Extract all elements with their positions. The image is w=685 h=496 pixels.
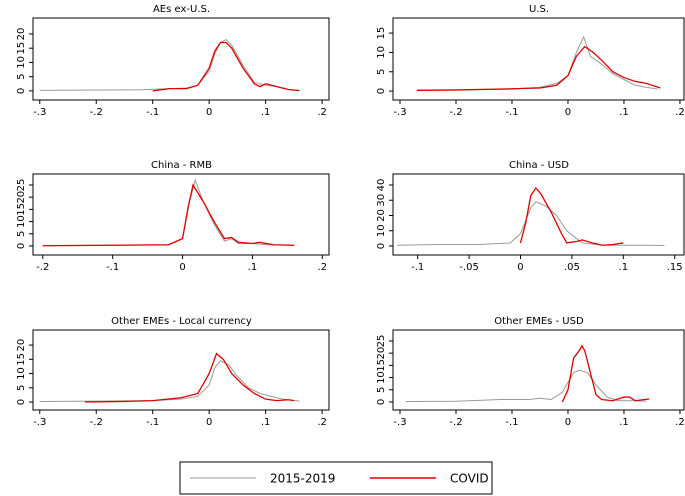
y-tick-label: 5 bbox=[16, 73, 27, 79]
panel-title: Other EMEs - USD bbox=[494, 316, 584, 327]
y-tick-label: 20 bbox=[376, 209, 387, 222]
x-tick-label: -.2 bbox=[90, 107, 103, 118]
x-tick-label: 0 bbox=[565, 107, 571, 118]
y-tick-label: 25 bbox=[16, 179, 27, 192]
x-tick-label: 0 bbox=[179, 262, 185, 273]
panel-title: AEs ex-U.S. bbox=[153, 4, 210, 15]
x-tick-label: .1 bbox=[261, 107, 271, 118]
y-tick-label: 20 bbox=[16, 191, 27, 204]
y-tick-label: 25 bbox=[376, 335, 387, 348]
density-line bbox=[152, 41, 300, 92]
y-tick-label: 10 bbox=[376, 371, 387, 384]
x-tick-label: -.1 bbox=[106, 262, 119, 273]
plot-frame bbox=[32, 173, 330, 256]
x-tick-label: -.3 bbox=[33, 417, 46, 428]
x-tick-label: .2 bbox=[675, 417, 685, 428]
y-tick-label: 0 bbox=[16, 399, 27, 405]
x-tick-label: -.3 bbox=[393, 417, 406, 428]
y-tick-label: 15 bbox=[16, 353, 27, 366]
x-tick-label: .1 bbox=[619, 417, 629, 428]
x-tick-label: .2 bbox=[317, 417, 327, 428]
y-tick-label: 40 bbox=[376, 179, 387, 192]
legend-label: 2015-2019 bbox=[270, 472, 335, 486]
y-tick-label: 5 bbox=[16, 385, 27, 391]
plot-frame bbox=[392, 329, 685, 411]
panel-title: U.S. bbox=[529, 4, 549, 15]
y-tick-label: 15 bbox=[16, 203, 27, 216]
density-line bbox=[416, 45, 661, 91]
y-tick-label: 10 bbox=[16, 367, 27, 380]
x-tick-label: .2 bbox=[317, 107, 327, 118]
x-tick-label: -.1 bbox=[505, 417, 518, 428]
plot-frame bbox=[392, 17, 685, 101]
y-tick-label: 30 bbox=[376, 194, 387, 207]
plot-frame bbox=[32, 17, 330, 101]
y-tick-label: 15 bbox=[376, 27, 387, 40]
density-line bbox=[405, 369, 647, 402]
panel-title: China - RMB bbox=[151, 160, 212, 171]
x-tick-label: 0 bbox=[517, 262, 523, 273]
y-tick-label: 10 bbox=[376, 224, 387, 237]
y-tick-label: 5 bbox=[16, 231, 27, 237]
x-tick-label: -.1 bbox=[505, 107, 518, 118]
density-line bbox=[84, 352, 294, 403]
x-tick-label: -.1 bbox=[146, 417, 159, 428]
y-tick-label: 20 bbox=[376, 347, 387, 360]
x-tick-label: 0 bbox=[206, 417, 212, 428]
x-tick-label: .1 bbox=[261, 417, 271, 428]
density-line bbox=[42, 183, 295, 247]
x-tick-label: -.1 bbox=[411, 262, 424, 273]
y-tick-label: 10 bbox=[16, 56, 27, 69]
plot-frame bbox=[32, 329, 330, 411]
y-tick-label: 15 bbox=[16, 42, 27, 55]
y-tick-label: 20 bbox=[16, 28, 27, 41]
x-tick-label: .1 bbox=[619, 107, 629, 118]
plot-frame bbox=[392, 173, 685, 256]
panel-title: Other EMEs - Local currency bbox=[111, 316, 252, 327]
x-tick-label: .2 bbox=[318, 262, 328, 273]
x-tick-label: -.2 bbox=[36, 262, 49, 273]
x-tick-label: .1 bbox=[619, 262, 629, 273]
x-tick-label: -.2 bbox=[449, 417, 462, 428]
x-tick-label: -.1 bbox=[146, 107, 159, 118]
x-tick-label: .1 bbox=[248, 262, 258, 273]
density-line bbox=[39, 39, 300, 91]
y-tick-label: 0 bbox=[376, 243, 387, 249]
y-tick-label: 10 bbox=[376, 46, 387, 59]
x-tick-label: 0 bbox=[206, 107, 212, 118]
x-tick-label: -.05 bbox=[459, 262, 479, 273]
x-tick-label: -.3 bbox=[393, 107, 406, 118]
legend-label: COVID bbox=[450, 472, 489, 486]
y-tick-label: 10 bbox=[16, 215, 27, 228]
y-tick-label: 15 bbox=[376, 359, 387, 372]
density-line bbox=[561, 344, 650, 403]
y-tick-label: 5 bbox=[376, 69, 387, 75]
density-line bbox=[519, 186, 624, 246]
y-tick-label: 0 bbox=[376, 399, 387, 405]
density-line bbox=[397, 201, 665, 247]
x-tick-label: .2 bbox=[675, 107, 685, 118]
x-tick-label: .15 bbox=[667, 262, 683, 273]
y-tick-label: 5 bbox=[376, 387, 387, 393]
x-tick-label: -.2 bbox=[449, 107, 462, 118]
x-tick-label: 0 bbox=[565, 417, 571, 428]
density-line bbox=[416, 35, 658, 91]
y-tick-label: 0 bbox=[16, 243, 27, 249]
x-tick-label: .05 bbox=[564, 262, 580, 273]
x-tick-label: -.3 bbox=[33, 107, 46, 118]
density-line bbox=[39, 360, 300, 402]
panel-title: China - USD bbox=[509, 160, 569, 171]
y-tick-label: 0 bbox=[16, 88, 27, 94]
density-line bbox=[42, 178, 295, 246]
x-tick-label: -.2 bbox=[90, 417, 103, 428]
y-tick-label: 20 bbox=[16, 339, 27, 352]
y-tick-label: 0 bbox=[376, 88, 387, 94]
